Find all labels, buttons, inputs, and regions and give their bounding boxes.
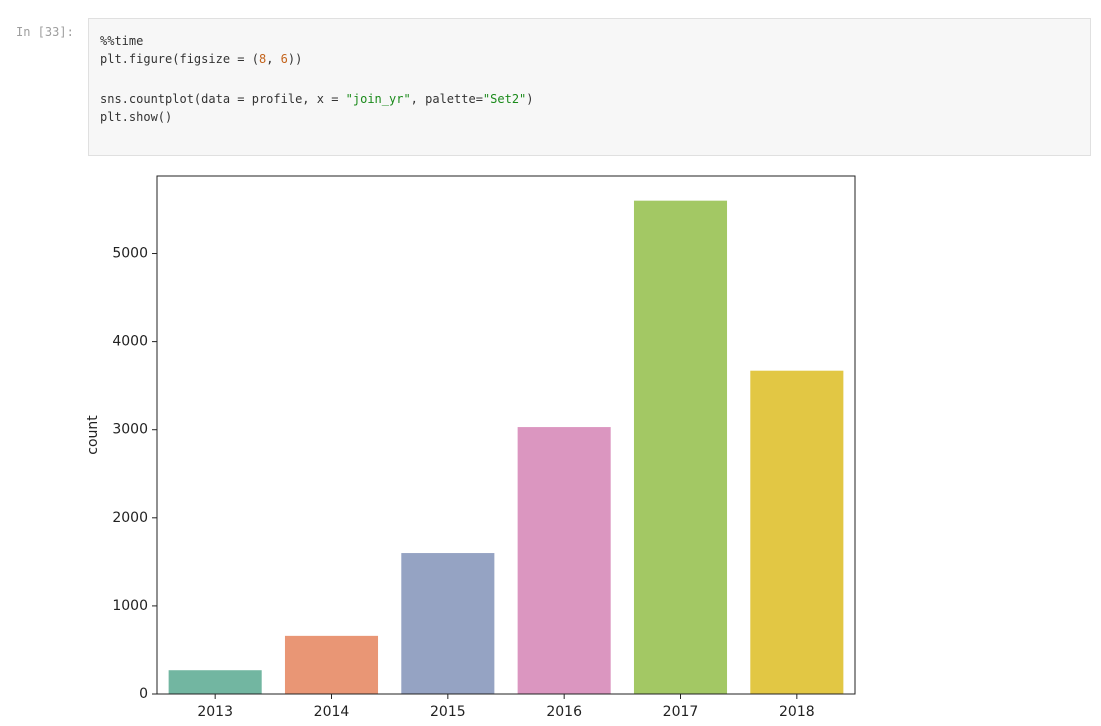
x-tick-label: 2018 [779,704,815,720]
code-line: %%time [100,32,534,50]
code-token: sns.countplot(data = profile, x = [100,92,346,106]
code-token: , palette= [410,92,483,106]
code-token: "Set2" [482,92,527,106]
y-tick-label: 4000 [112,334,148,350]
code-block: %%time plt.figure(figsize = (8, 6)) [100,32,534,68]
code-line: plt.figure(figsize = (8, 6)) [100,50,534,68]
y-axis-label: count [85,415,101,455]
code-token: plt.show() [100,110,173,124]
cell-prompt: In [33]: [16,25,74,39]
bar [168,670,262,694]
code-token: "join_yr" [345,92,411,106]
x-tick-label: 2013 [197,704,233,720]
code-token: 8 [258,52,267,66]
code-token: )) [287,52,303,66]
code: %%time plt.figure(figsize = (8, 6)) sns.co… [100,32,534,148]
x-tick-label: 2017 [663,704,699,720]
code-cell[interactable]: %%time plt.figure(figsize = (8, 6)) sns.co… [88,18,1091,156]
y-tick-label: 2000 [112,510,148,526]
code-token: ) [526,92,534,106]
plot-frame [156,175,856,695]
code-line: plt.show() [100,108,534,126]
y-tick-label: 5000 [112,246,148,262]
code-token: %%time [100,34,144,48]
bar [750,370,844,694]
code-token: plt.figure(figsize = ( [100,52,259,66]
bar [401,553,495,694]
bar [517,427,611,694]
code-token: 6 [280,52,288,66]
y-tick-label: 3000 [112,422,148,438]
x-tick-label: 2015 [430,704,466,720]
code-block: sns.countplot(data = profile, x = "join_… [100,90,534,126]
y-tick-label: 0 [139,686,148,702]
x-tick-label: 2014 [314,704,350,720]
bar [284,635,379,694]
x-tick-label: 2016 [546,704,582,720]
code-token: , [266,52,281,66]
y-tick-label: 1000 [112,598,148,614]
code-line: sns.countplot(data = profile, x = "join_… [100,90,534,108]
bar [633,200,728,694]
chart: count 0 1000 2000 3000 4000 5000 2013 2014 2015 2… [85,175,856,720]
